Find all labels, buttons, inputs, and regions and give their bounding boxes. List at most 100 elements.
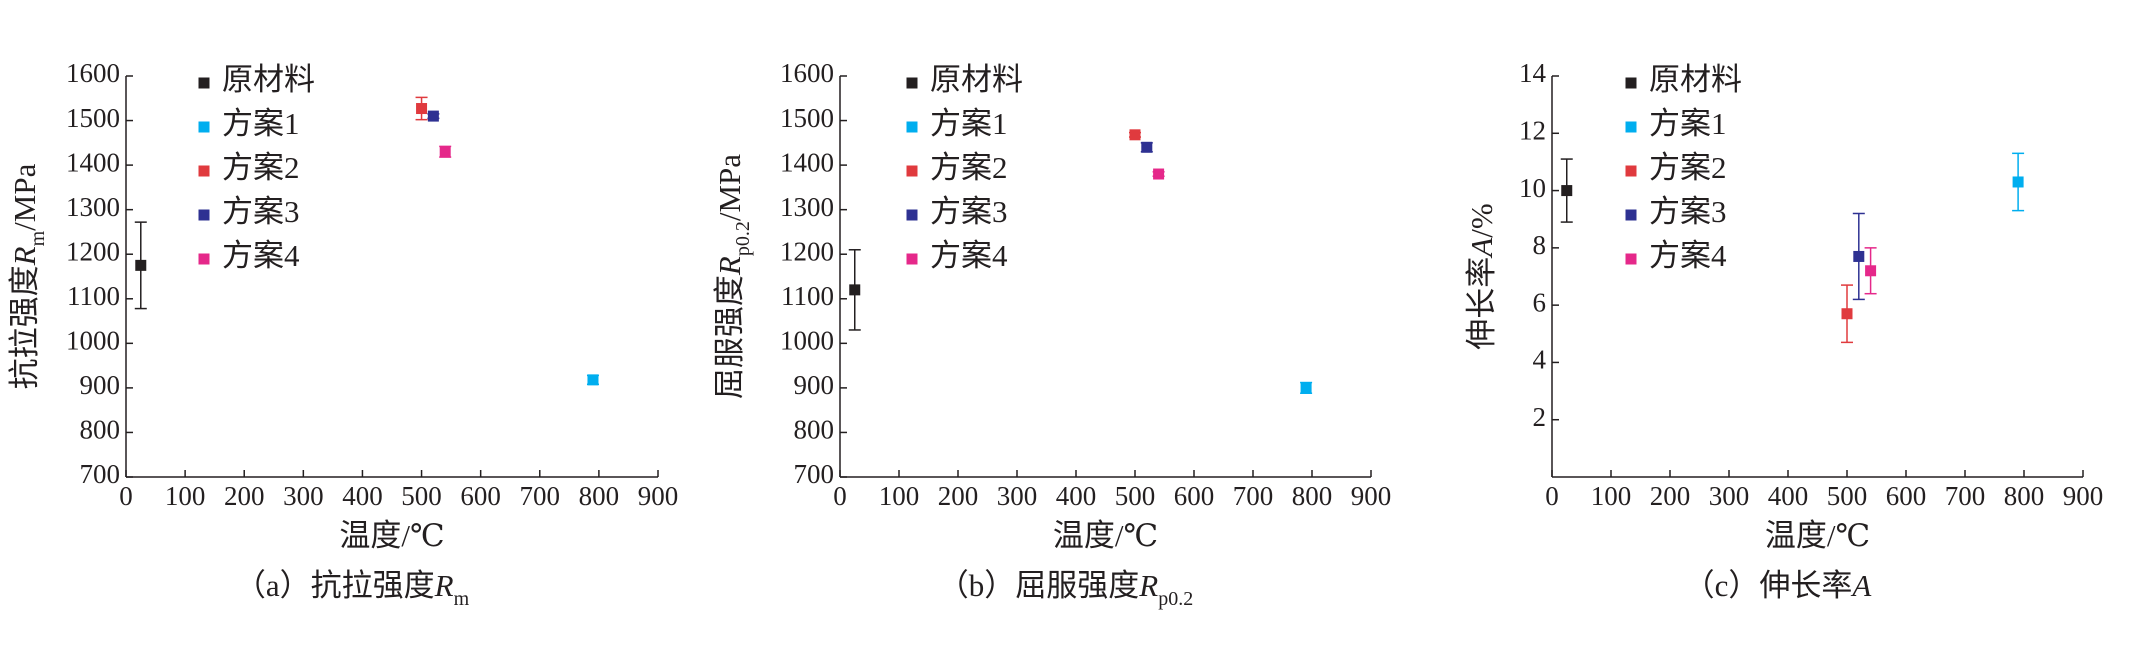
- legend-label: 方案4: [222, 238, 300, 273]
- legend-label: 方案2: [930, 150, 1008, 185]
- point: [427, 110, 439, 122]
- legend-label: 原材料: [222, 62, 315, 97]
- legend-marker: [906, 165, 918, 177]
- x-tick-label: 0: [119, 481, 133, 511]
- x-tick-label: 900: [1351, 481, 1392, 511]
- y-tick-label: 4: [1533, 345, 1547, 375]
- x-tick-label: 800: [1292, 481, 1333, 511]
- x-tick-label: 500: [1827, 481, 1868, 511]
- legend-marker: [1625, 253, 1637, 265]
- y-tick-label: 1200: [66, 236, 120, 266]
- caption: （b）屈服强度Rp0.2: [938, 568, 1193, 609]
- point: [1300, 382, 1312, 394]
- label-run: p0.2: [1158, 588, 1193, 610]
- y-tick-label: 12: [1519, 115, 1546, 145]
- point: [1865, 265, 1877, 277]
- legend-marker: [906, 253, 918, 265]
- legend-label: 方案1: [930, 106, 1008, 141]
- x-tick-label: 100: [165, 481, 206, 511]
- legend-marker: [198, 77, 210, 89]
- y-tick-label: 700: [80, 459, 121, 489]
- legend-marker: [906, 209, 918, 221]
- y-tick-label: 1000: [780, 326, 834, 356]
- label-run: A: [1464, 237, 1499, 259]
- legend-marker: [198, 209, 210, 221]
- point: [2012, 176, 2024, 188]
- x-tick-label: 600: [1174, 481, 1215, 511]
- legend-label: 原材料: [930, 62, 1023, 97]
- x-axis-label: 温度/℃: [339, 518, 444, 553]
- label-run: （a）抗拉强度: [235, 568, 435, 603]
- x-tick-label: 800: [579, 481, 620, 511]
- x-tick-label: 800: [2004, 481, 2045, 511]
- legend-marker: [906, 77, 918, 89]
- y-tick-label: 1400: [66, 147, 120, 177]
- label-run: /%: [1464, 203, 1499, 237]
- point: [1841, 308, 1853, 320]
- legend-marker: [1625, 165, 1637, 177]
- y-tick-label: 1400: [780, 147, 834, 177]
- label-run: m: [27, 230, 49, 246]
- caption: （c）伸长率A: [1684, 568, 1873, 603]
- legend-marker: [198, 121, 210, 133]
- y-tick-label: 1000: [66, 326, 120, 356]
- x-axis-label: 温度/℃: [1053, 518, 1158, 553]
- label-run: （c）伸长率: [1684, 568, 1853, 603]
- label-run: R: [1138, 568, 1158, 603]
- point: [1561, 185, 1573, 197]
- x-tick-label: 400: [342, 481, 383, 511]
- y-tick-label: 1100: [781, 281, 834, 311]
- label-run: （b）屈服强度: [938, 568, 1140, 603]
- legend-marker: [906, 121, 918, 133]
- y-tick-label: 900: [794, 370, 835, 400]
- y-tick-label: 1500: [780, 103, 834, 133]
- legend-marker: [1625, 121, 1637, 133]
- x-tick-label: 600: [1886, 481, 1927, 511]
- legend-marker: [198, 165, 210, 177]
- x-tick-label: 600: [460, 481, 501, 511]
- x-tick-label: 300: [283, 481, 324, 511]
- label-run: R: [7, 246, 42, 266]
- point: [416, 103, 428, 115]
- y-tick-label: 10: [1519, 173, 1546, 203]
- x-tick-label: 0: [833, 481, 847, 511]
- legend-label: 方案4: [930, 238, 1008, 273]
- label-run: p0.2: [732, 221, 754, 256]
- label-run: /MPa: [712, 154, 747, 221]
- y-tick-label: 1300: [66, 192, 120, 222]
- label-run: R: [434, 568, 454, 603]
- legend-label: 方案2: [222, 150, 300, 185]
- x-tick-label: 500: [1115, 481, 1156, 511]
- y-tick-label: 700: [794, 459, 835, 489]
- y-tick-label: 800: [80, 415, 121, 445]
- point: [1153, 168, 1165, 180]
- y-tick-label: 900: [80, 370, 121, 400]
- legend-marker: [1625, 209, 1637, 221]
- y-tick-label: 2: [1533, 402, 1547, 432]
- legend-marker: [1625, 77, 1637, 89]
- x-tick-label: 500: [401, 481, 442, 511]
- x-tick-label: 100: [1591, 481, 1632, 511]
- label-run: 屈服强度: [712, 275, 747, 399]
- x-tick-label: 300: [1709, 481, 1750, 511]
- label-run: /MPa: [7, 163, 42, 230]
- x-axis-label: 温度/℃: [1765, 518, 1870, 553]
- y-axis-label: 抗拉强度Rm/MPa: [7, 163, 48, 389]
- x-tick-label: 100: [879, 481, 920, 511]
- x-tick-label: 400: [1056, 481, 1097, 511]
- y-axis-label: 伸长率A/%: [1464, 203, 1499, 349]
- label-run: R: [712, 256, 747, 276]
- caption: （a）抗拉强度Rm: [235, 568, 470, 609]
- y-tick-label: 1200: [780, 236, 834, 266]
- x-tick-label: 400: [1768, 481, 1809, 511]
- y-tick-label: 1600: [780, 58, 834, 88]
- legend-label: 方案3: [1649, 194, 1727, 229]
- y-tick-label: 14: [1519, 58, 1547, 88]
- point: [439, 146, 451, 158]
- y-tick-label: 6: [1533, 287, 1547, 317]
- label-run: 伸长率: [1464, 257, 1499, 350]
- legend-label: 方案4: [1649, 238, 1727, 273]
- point: [135, 259, 147, 271]
- point: [1853, 250, 1865, 262]
